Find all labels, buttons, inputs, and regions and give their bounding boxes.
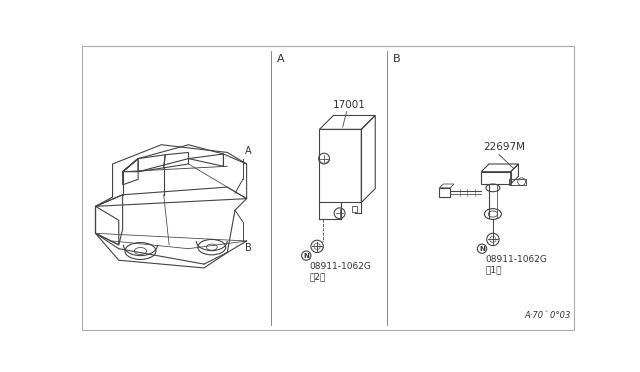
Text: B: B xyxy=(393,54,401,64)
Text: 22697M: 22697M xyxy=(483,142,525,152)
Text: A: A xyxy=(277,54,285,64)
Text: N: N xyxy=(303,253,309,259)
Text: N: N xyxy=(479,246,485,252)
Text: 08911-1062G
（2）: 08911-1062G （2） xyxy=(309,262,371,281)
Text: 17001: 17001 xyxy=(333,100,366,110)
Text: 08911-1062G
（1）: 08911-1062G （1） xyxy=(485,255,547,274)
Text: B: B xyxy=(245,243,252,253)
Text: A: A xyxy=(245,146,252,156)
Text: A·70´ 0°03: A·70´ 0°03 xyxy=(524,311,571,320)
